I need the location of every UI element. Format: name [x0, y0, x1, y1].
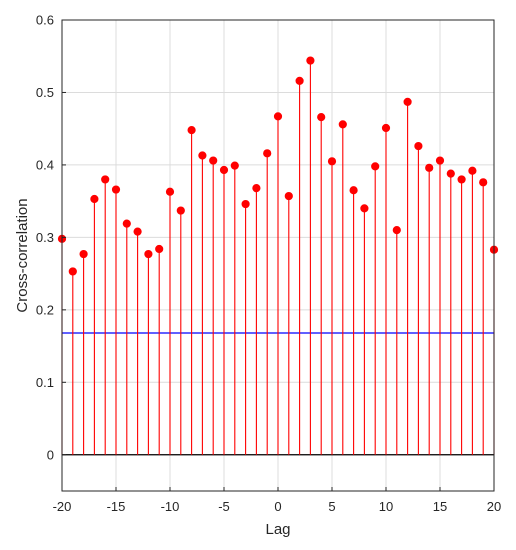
x-tick-label: 20: [487, 499, 501, 514]
stem-marker: [435, 156, 445, 165]
stem-marker: [79, 249, 88, 259]
markers: [57, 56, 499, 276]
stem-marker: [209, 156, 218, 165]
x-ticks: -20 -15 -10 -5 0 5 10 15 20: [53, 487, 501, 514]
y-ticks: 0 0.1 0.2 0.3 0.4 0.5 0.6: [36, 13, 66, 462]
x-tick-label: -15: [107, 499, 126, 514]
stem-marker: [446, 169, 455, 178]
y-tick-label: 0.5: [36, 85, 54, 100]
stem-marker: [284, 191, 293, 201]
y-tick-label: 0: [47, 447, 54, 462]
x-tick-label: -5: [218, 499, 230, 514]
stem-marker: [414, 141, 423, 151]
stem-marker: [349, 186, 358, 195]
stem-marker: [338, 120, 347, 129]
stem-marker: [155, 244, 164, 254]
stem-marker: [187, 126, 196, 135]
stem-marker: [457, 175, 466, 184]
stem-marker: [295, 76, 304, 85]
stem-marker: [230, 161, 239, 170]
stem-marker: [68, 267, 77, 276]
stem-marker: [371, 162, 380, 171]
x-tick-label: 5: [328, 499, 335, 514]
y-tick-label: 0.3: [36, 230, 54, 245]
stem-marker: [198, 151, 207, 160]
y-axis-label: Cross-correlation: [14, 198, 31, 312]
stem-marker: [144, 249, 153, 259]
stem-marker: [360, 204, 369, 213]
stem-marker: [111, 185, 121, 194]
y-tick-label: 0.2: [36, 302, 54, 317]
stem-marker: [263, 149, 272, 158]
stem-marker: [306, 56, 315, 65]
x-tick-label: 10: [379, 499, 393, 514]
stem-marker: [252, 184, 261, 193]
stem-marker: [468, 166, 477, 175]
stem-marker: [133, 227, 142, 236]
stem-marker: [273, 112, 283, 121]
stem-marker: [425, 163, 434, 172]
stem-marker: [403, 97, 412, 106]
stem-marker: [392, 226, 401, 235]
x-tick-label: 15: [433, 499, 447, 514]
y-tick-label: 0.6: [36, 13, 54, 28]
stem-marker: [241, 199, 250, 209]
stem-marker: [165, 187, 175, 196]
x-tick-label: 0: [274, 499, 281, 514]
y-tick-label: 0.1: [36, 375, 54, 390]
stem-marker: [317, 112, 326, 122]
stem-marker: [90, 194, 99, 204]
stem-marker: [479, 178, 488, 187]
stem-marker: [101, 175, 110, 184]
stem-marker: [122, 219, 131, 228]
x-tick-label: -20: [53, 499, 72, 514]
stem-marker: [327, 157, 337, 166]
stem-marker: [176, 206, 185, 215]
y-tick-label: 0.4: [36, 157, 54, 172]
stem-marker: [381, 123, 391, 133]
stem-marker: [219, 165, 229, 175]
x-tick-label: -10: [161, 499, 180, 514]
x-axis-label: Lag: [265, 521, 290, 538]
stems: [61, 60, 495, 455]
